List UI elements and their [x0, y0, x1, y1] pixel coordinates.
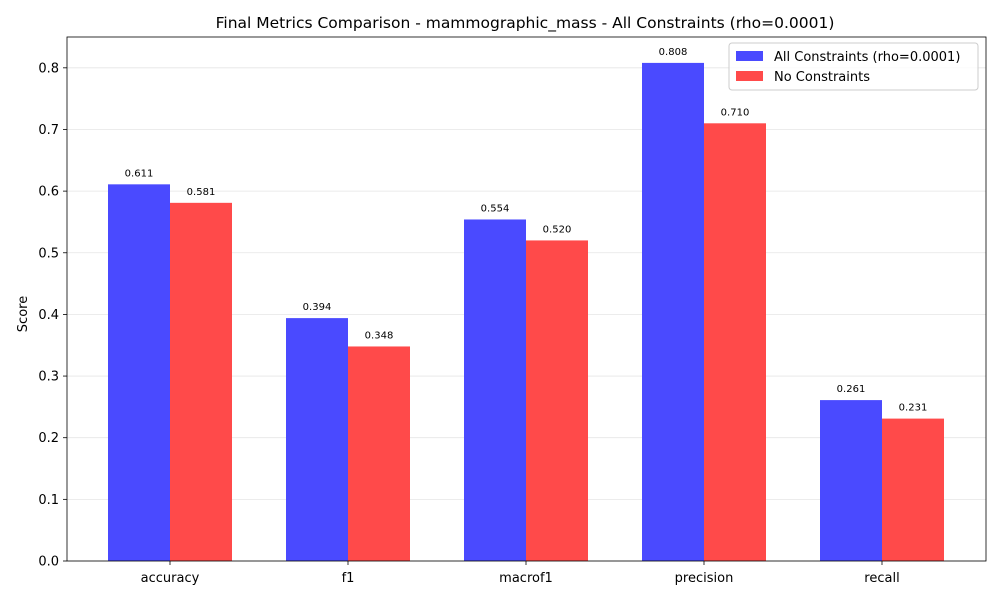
x-tick-label: f1 [342, 571, 355, 586]
bar [642, 62, 704, 562]
legend-label: No Constraints [774, 70, 870, 85]
y-tick-label: 0.5 [38, 246, 59, 261]
legend-box [728, 42, 979, 91]
y-tick-label: 0.0 [38, 555, 59, 570]
bar [882, 418, 944, 561]
x-tick-label: accuracy [141, 571, 200, 586]
data-labels: 0.611 0.394 0.554 0.808 0.261 0.581 0.348 0.520… [125, 47, 928, 414]
legend-swatch [736, 71, 763, 81]
data-label: 0.520 [543, 224, 572, 235]
y-tick-label: 0.8 [38, 61, 59, 76]
x-tick-label: precision [675, 571, 734, 586]
y-tick-label: 0.4 [38, 308, 59, 323]
bar [464, 219, 526, 562]
y-tick-label: 0.7 [38, 123, 59, 138]
data-label: 0.261 [837, 384, 866, 395]
data-label: 0.808 [659, 47, 688, 58]
legend-label: All Constraints (rho=0.0001) [774, 50, 960, 65]
data-label: 0.581 [187, 187, 216, 198]
bar [704, 123, 766, 562]
y-tick-label: 0.3 [38, 370, 59, 385]
data-label: 0.611 [125, 168, 154, 179]
data-label: 0.394 [303, 302, 332, 313]
bar [348, 346, 410, 561]
legend-swatch [736, 51, 763, 61]
x-tick-label: macrof1 [499, 571, 553, 586]
data-label: 0.710 [721, 107, 750, 118]
axes: 0.0 0.1 0.2 0.3 0.4 0.5 0.6 0.7 0.8 accuracy f1 mac… [38, 36, 987, 586]
bars [108, 62, 944, 562]
bar [170, 202, 232, 562]
data-label: 0.554 [481, 203, 510, 214]
legend: All Constraints (rho=0.0001) No Constrain… [728, 42, 979, 91]
bar [526, 240, 588, 561]
x-tick-label: recall [864, 571, 899, 586]
y-axis-label: Score [16, 296, 31, 332]
chart-title: Final Metrics Comparison - mammographic_… [216, 14, 835, 33]
bar [286, 318, 348, 561]
data-label: 0.231 [899, 403, 928, 414]
y-tick-label: 0.1 [38, 493, 59, 508]
y-tick-label: 0.2 [38, 431, 59, 446]
bar [108, 184, 170, 561]
plot-frame [66, 36, 987, 562]
data-label: 0.348 [365, 330, 394, 341]
bar [820, 400, 882, 561]
y-tick-label: 0.6 [38, 185, 59, 200]
